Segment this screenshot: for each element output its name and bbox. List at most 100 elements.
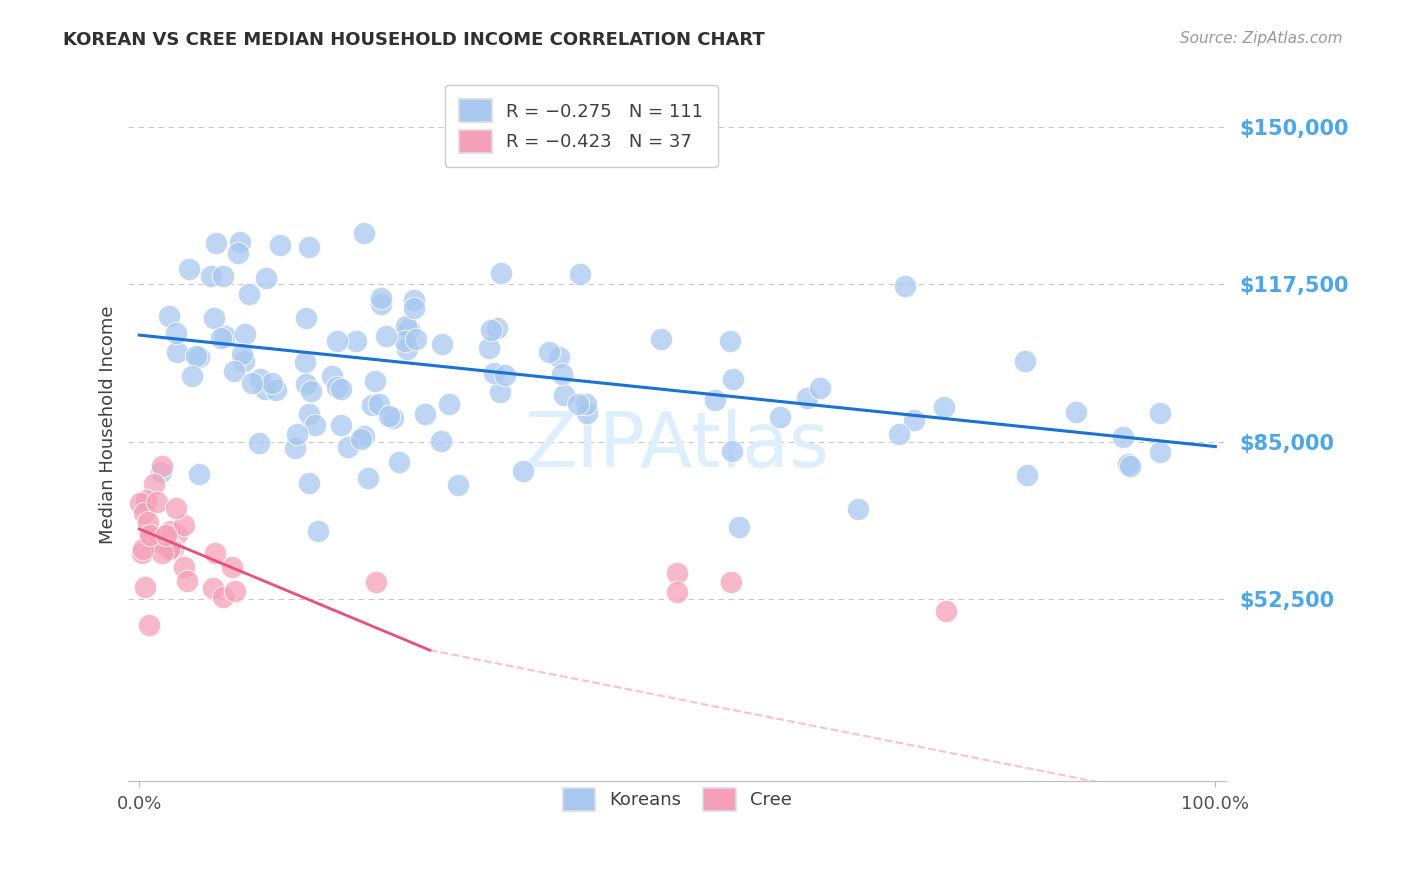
Point xyxy=(718,334,741,348)
Point xyxy=(769,410,792,425)
Point xyxy=(437,397,460,411)
Point xyxy=(184,349,207,363)
Point xyxy=(307,524,329,539)
Point xyxy=(551,368,574,382)
Point xyxy=(202,311,225,326)
Point xyxy=(165,326,187,340)
Legend: Koreans, Cree: Koreans, Cree xyxy=(548,773,807,825)
Y-axis label: Median Household Income: Median Household Income xyxy=(100,305,117,544)
Point xyxy=(370,297,392,311)
Point xyxy=(1064,405,1087,419)
Point xyxy=(1112,430,1135,444)
Point xyxy=(141,533,163,547)
Point xyxy=(134,580,156,594)
Point xyxy=(159,524,181,538)
Point xyxy=(367,397,389,411)
Point xyxy=(173,517,195,532)
Point xyxy=(132,541,155,556)
Text: Source: ZipAtlas.com: Source: ZipAtlas.com xyxy=(1180,31,1343,46)
Point xyxy=(903,413,925,427)
Point xyxy=(478,341,501,355)
Point xyxy=(650,332,672,346)
Point xyxy=(204,546,226,560)
Point xyxy=(396,343,419,357)
Point xyxy=(211,268,233,283)
Point xyxy=(364,575,387,590)
Point xyxy=(1014,354,1036,368)
Point xyxy=(146,495,169,509)
Point xyxy=(703,392,725,407)
Point xyxy=(150,546,173,560)
Point xyxy=(482,366,505,380)
Point xyxy=(138,617,160,632)
Point xyxy=(155,528,177,542)
Point xyxy=(357,471,380,485)
Point xyxy=(304,418,326,433)
Point xyxy=(405,332,427,346)
Point xyxy=(330,382,353,396)
Point xyxy=(375,329,398,343)
Point xyxy=(226,246,249,260)
Point xyxy=(269,238,291,252)
Point xyxy=(404,293,426,308)
Point xyxy=(489,266,512,280)
Point xyxy=(214,329,236,343)
Point xyxy=(808,381,831,395)
Point xyxy=(211,590,233,604)
Point xyxy=(166,526,188,541)
Point xyxy=(361,398,384,412)
Point xyxy=(353,226,375,240)
Point xyxy=(512,464,534,478)
Point xyxy=(176,574,198,588)
Point xyxy=(264,383,287,397)
Point xyxy=(179,261,201,276)
Point xyxy=(486,321,509,335)
Point xyxy=(344,334,367,348)
Point xyxy=(1116,457,1139,471)
Point xyxy=(430,337,453,351)
Point xyxy=(575,396,598,410)
Point xyxy=(224,584,246,599)
Point xyxy=(294,354,316,368)
Point xyxy=(350,432,373,446)
Point xyxy=(721,444,744,458)
Point xyxy=(131,546,153,560)
Point xyxy=(666,585,689,599)
Point xyxy=(132,506,155,520)
Point xyxy=(727,520,749,534)
Point xyxy=(143,476,166,491)
Point xyxy=(298,239,321,253)
Point xyxy=(299,384,322,398)
Point xyxy=(325,380,347,394)
Point xyxy=(165,501,187,516)
Point xyxy=(200,269,222,284)
Point xyxy=(720,575,742,590)
Point xyxy=(934,400,956,414)
Point xyxy=(222,364,245,378)
Point xyxy=(162,542,184,557)
Point xyxy=(326,334,349,349)
Point xyxy=(388,455,411,469)
Point xyxy=(321,368,343,383)
Point xyxy=(398,322,420,336)
Point xyxy=(221,559,243,574)
Point xyxy=(285,427,308,442)
Point xyxy=(488,385,510,400)
Point xyxy=(157,309,180,323)
Point xyxy=(205,235,228,250)
Point xyxy=(547,350,569,364)
Point xyxy=(249,372,271,386)
Point xyxy=(260,376,283,390)
Point xyxy=(209,331,232,345)
Point xyxy=(294,376,316,391)
Point xyxy=(129,496,152,510)
Point xyxy=(159,541,181,556)
Point xyxy=(394,318,416,333)
Point xyxy=(157,541,180,556)
Point xyxy=(138,528,160,542)
Point xyxy=(538,345,561,359)
Point xyxy=(447,478,470,492)
Point xyxy=(181,368,204,383)
Point xyxy=(666,566,689,580)
Point xyxy=(150,465,173,479)
